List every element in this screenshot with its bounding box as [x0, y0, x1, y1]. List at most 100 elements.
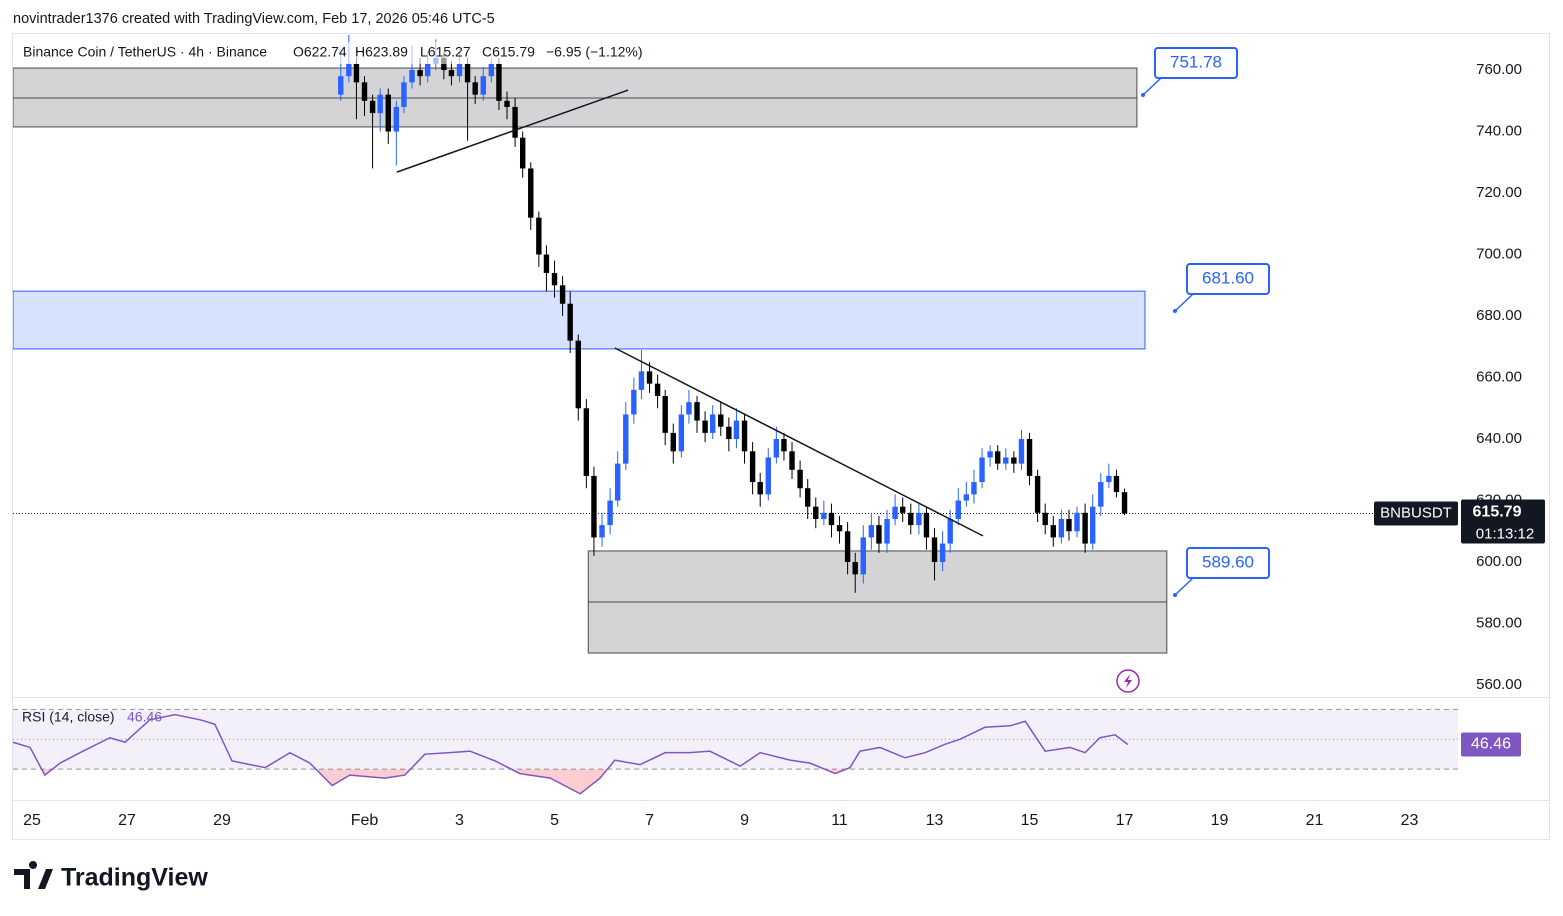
ohlc-open: O622.74 — [293, 44, 347, 60]
candle-body — [852, 562, 858, 575]
x-tick-label: 7 — [645, 812, 654, 829]
candle-body — [694, 402, 700, 421]
x-tick-label: 27 — [118, 812, 136, 829]
candle-body — [678, 414, 685, 452]
callout-anchor — [1173, 593, 1177, 597]
y-tick-label: 660.00 — [1476, 368, 1522, 385]
x-tick-label: 21 — [1306, 812, 1324, 829]
candle-body — [733, 420, 740, 440]
trendline — [614, 347, 984, 537]
candle-body — [797, 469, 803, 489]
alert-bolt — [1124, 674, 1132, 688]
candle-body — [947, 518, 953, 544]
symbol-desc: Binance Coin / TetherUS · 4h · Binance — [23, 44, 267, 60]
candle-body — [575, 340, 581, 409]
candle-body — [528, 168, 534, 218]
candle-body — [844, 531, 851, 563]
candle-body — [1018, 439, 1025, 464]
candle-body — [385, 94, 391, 132]
x-tick-label: 25 — [23, 812, 41, 829]
rsi-value-label: 46.46 — [1471, 736, 1511, 753]
callout-anchor — [1141, 93, 1145, 97]
candle-body — [923, 512, 930, 538]
callout-label: 681.60 — [1202, 268, 1254, 287]
callout-label: 751.78 — [1170, 52, 1222, 71]
callout-anchor — [1173, 309, 1177, 313]
candle-body — [709, 414, 716, 433]
candle-body — [543, 254, 550, 273]
price-label-bg — [1461, 499, 1545, 544]
zone — [13, 290, 1146, 350]
candle-body — [892, 506, 898, 519]
symbol-label-bg — [1374, 501, 1458, 526]
x-tick-label: 29 — [213, 812, 231, 829]
candle-body — [916, 512, 922, 526]
oversold-fill — [13, 769, 1128, 794]
candle-body — [599, 525, 605, 538]
candle-body — [718, 414, 724, 427]
candle-body — [424, 63, 431, 77]
candle-body — [488, 63, 495, 77]
callout-label: 589.60 — [1202, 552, 1254, 571]
candle-body — [1090, 506, 1096, 544]
candle-body — [456, 63, 463, 77]
y-tick-label: 720.00 — [1476, 184, 1522, 201]
rsi-label-bg — [1461, 732, 1521, 757]
candle-body — [1011, 457, 1017, 464]
x-tick-label: 11 — [831, 812, 848, 829]
candle-body — [821, 512, 827, 519]
callout-box — [1186, 547, 1270, 579]
candle-body — [631, 389, 637, 415]
candle-body — [377, 94, 383, 114]
candle-body — [1058, 518, 1065, 538]
x-tick-label: 3 — [455, 812, 464, 829]
candle-body — [583, 408, 590, 476]
candle-body — [726, 426, 732, 440]
candle-body — [369, 100, 376, 114]
candle-body — [417, 70, 423, 77]
candle-body — [1121, 492, 1128, 514]
candle-body — [1034, 475, 1041, 513]
y-tick-label: 700.00 — [1476, 246, 1522, 263]
candle-body — [536, 217, 542, 255]
candle-body — [559, 285, 566, 304]
candle-body — [749, 451, 756, 483]
alert-icon[interactable] — [1116, 669, 1140, 693]
legend: Binance Coin / TetherUS · 4h · Binance O… — [16, 42, 650, 64]
callout-pointer — [1174, 293, 1194, 312]
candle-body — [987, 451, 993, 458]
candle-body — [828, 512, 835, 526]
candle-body — [646, 371, 653, 384]
candle-body — [1106, 475, 1112, 483]
footer-logo: TradingView — [14, 861, 208, 892]
ohlc-high: H623.89 — [355, 44, 408, 60]
y-tick-label: 640.00 — [1476, 430, 1522, 447]
y-tick-label: 760.00 — [1476, 61, 1522, 78]
credit: novintrader1376 created with TradingView… — [13, 11, 495, 27]
candle-body — [955, 500, 961, 519]
price-label: 615.79 — [1473, 504, 1522, 521]
trendline — [396, 89, 629, 173]
candle-body — [346, 63, 352, 77]
candle-body — [884, 518, 890, 544]
countdown: 01:13:12 — [1476, 525, 1534, 542]
candle-body — [614, 463, 621, 501]
x-tick-label: 23 — [1401, 812, 1419, 829]
candle-body — [607, 500, 613, 526]
rsi-line — [12, 713, 1129, 795]
candle-body — [939, 543, 946, 563]
candle-body — [638, 371, 645, 390]
candle-body — [876, 525, 882, 544]
candle-body — [781, 439, 787, 452]
candle-body — [1042, 512, 1048, 526]
candle-body — [512, 106, 518, 138]
candle-body — [361, 82, 368, 101]
candle-body — [789, 451, 795, 470]
rsi-title: RSI (14, close) — [22, 709, 115, 725]
x-tick-label: 19 — [1211, 812, 1229, 829]
symbol-label: BNBUSDT — [1380, 504, 1452, 521]
candle-body — [805, 488, 811, 507]
candle-body — [860, 537, 866, 575]
